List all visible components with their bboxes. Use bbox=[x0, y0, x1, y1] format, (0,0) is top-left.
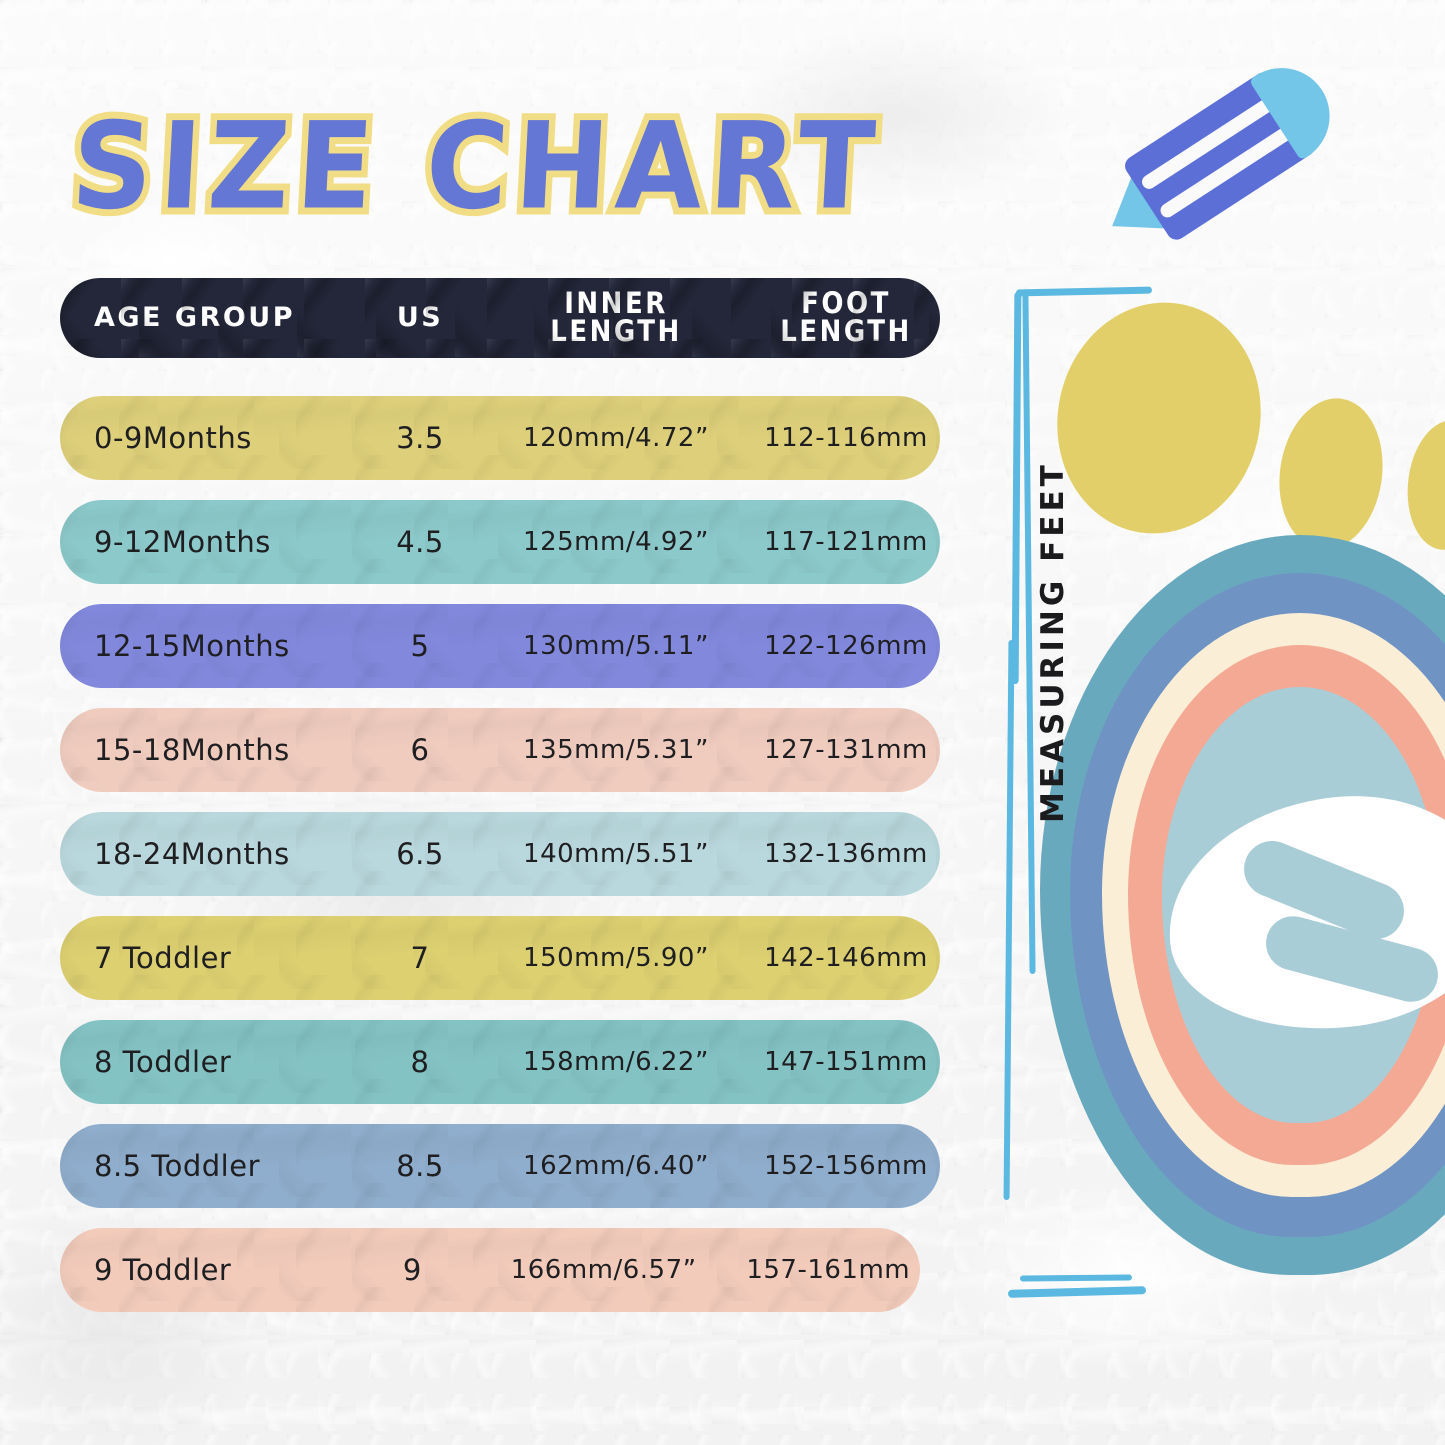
table-rows: 0-9Months 3.5 120mm/4.72” 112-116mm 9-12Mont… bbox=[60, 396, 940, 1312]
table-row: 8.5 Toddler 8.5 162mm/6.40” 152-156mm bbox=[60, 1124, 940, 1208]
table-row: 9-12Months 4.5 125mm/4.92” 117-121mm bbox=[60, 500, 940, 584]
cell-foot-length: 147-151mm bbox=[764, 1047, 928, 1077]
cell-foot-length: 142-146mm bbox=[764, 943, 928, 973]
cell-age-group: 18-24Months bbox=[94, 837, 290, 871]
header-inner-length-line2: LENGTH bbox=[550, 315, 682, 349]
cell-foot-length: 122-126mm bbox=[764, 631, 928, 661]
cell-inner-length: 125mm/4.92” bbox=[523, 527, 709, 557]
foot-outline-icon bbox=[1040, 535, 1445, 1275]
cell-foot-length: 112-116mm bbox=[764, 423, 928, 453]
cell-age-group: 15-18Months bbox=[94, 733, 290, 767]
foot-shape bbox=[1156, 770, 1445, 1055]
illustration-panel: MEASURING FEET bbox=[980, 49, 1445, 1400]
cell-age-group: 12-15Months bbox=[94, 629, 290, 663]
table-row: 15-18Months 6 135mm/5.31” 127-131mm bbox=[60, 708, 940, 792]
cell-us: 6 bbox=[410, 733, 430, 767]
cell-inner-length: 158mm/6.22” bbox=[523, 1047, 709, 1077]
cell-us: 5 bbox=[410, 629, 430, 663]
cell-us: 9 bbox=[402, 1253, 422, 1287]
cell-us: 8 bbox=[410, 1045, 430, 1079]
cell-inner-length: 150mm/5.90” bbox=[523, 943, 709, 973]
cell-foot-length: 157-161mm bbox=[746, 1255, 911, 1285]
decorative-oval bbox=[1036, 283, 1282, 553]
page-title-text: SIZE CHART bbox=[62, 91, 892, 244]
cell-inner-length: 140mm/5.51” bbox=[523, 839, 709, 869]
cell-inner-length: 120mm/4.72” bbox=[523, 423, 709, 453]
cell-foot-length: 117-121mm bbox=[764, 527, 928, 557]
table-row: 18-24Months 6.5 140mm/5.51” 132-136mm bbox=[60, 812, 940, 896]
decorative-oval bbox=[1269, 391, 1393, 557]
table-row: 12-15Months 5 130mm/5.11” 122-126mm bbox=[60, 604, 940, 688]
cell-inner-length: 162mm/6.40” bbox=[523, 1151, 709, 1181]
bracket-line-top bbox=[1015, 286, 1153, 297]
cell-foot-length: 132-136mm bbox=[764, 839, 928, 869]
table-header-row: AGE GROUP US INNER LENGTH FOOT LENGTH bbox=[60, 278, 940, 358]
measuring-feet-label: MEASURING FEET bbox=[1035, 461, 1071, 823]
table-row: 8 Toddler 8 158mm/6.22” 147-151mm bbox=[60, 1020, 940, 1104]
size-chart-table: AGE GROUP US INNER LENGTH FOOT LENGTH 0-… bbox=[60, 278, 940, 1332]
bracket-line-bottom bbox=[1007, 1286, 1147, 1298]
cell-us: 3.5 bbox=[396, 421, 444, 455]
table-row: 9 Toddler 9 166mm/6.57” 157-161mm bbox=[60, 1228, 920, 1312]
bracket-line-vertical bbox=[1011, 291, 1022, 685]
cell-us: 8.5 bbox=[396, 1149, 444, 1183]
cell-inner-length: 166mm/6.57” bbox=[510, 1255, 697, 1285]
cell-age-group: 8 Toddler bbox=[94, 1045, 232, 1079]
cell-age-group: 9 Toddler bbox=[94, 1253, 232, 1287]
cell-age-group: 7 Toddler bbox=[94, 941, 232, 975]
bracket-line-vertical bbox=[1022, 293, 1036, 975]
cell-foot-length: 152-156mm bbox=[764, 1151, 928, 1181]
header-inner-length-line1: INNER bbox=[564, 287, 668, 321]
header-foot-length-line1: FOOT bbox=[801, 287, 891, 321]
table-row: 7 Toddler 7 150mm/5.90” 142-146mm bbox=[60, 916, 940, 1000]
header-us: US bbox=[396, 302, 444, 333]
cell-us: 7 bbox=[410, 941, 430, 975]
cell-age-group: 9-12Months bbox=[94, 525, 271, 559]
header-age-group: AGE GROUP bbox=[94, 302, 296, 333]
cell-us: 4.5 bbox=[396, 525, 444, 559]
bracket-line-bottom bbox=[1019, 1274, 1133, 1282]
bracket-line-vertical bbox=[1003, 639, 1015, 1201]
page-title: SIZE CHART bbox=[62, 91, 892, 244]
header-foot-length-line2: LENGTH bbox=[780, 315, 912, 349]
cell-foot-length: 127-131mm bbox=[764, 735, 928, 765]
decorative-oval bbox=[1401, 416, 1445, 554]
cell-age-group: 8.5 Toddler bbox=[94, 1149, 261, 1183]
cell-inner-length: 135mm/5.31” bbox=[523, 735, 709, 765]
cell-age-group: 0-9Months bbox=[94, 421, 252, 455]
pencil-icon bbox=[1086, 49, 1348, 267]
table-row: 0-9Months 3.5 120mm/4.72” 112-116mm bbox=[60, 396, 940, 480]
cell-us: 6.5 bbox=[396, 837, 444, 871]
cell-inner-length: 130mm/5.11” bbox=[523, 631, 709, 661]
